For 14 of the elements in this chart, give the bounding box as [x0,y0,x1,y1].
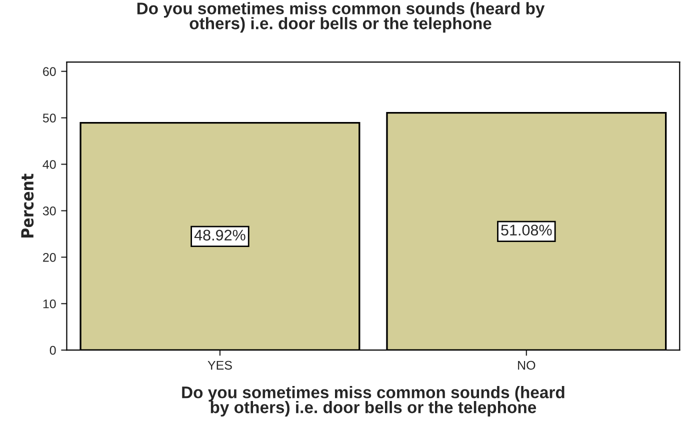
chart-title: Do you sometimes miss common sounds (heard by others) i.e. door bells or the telephone [137,2,545,33]
y-tick-label: 60 [43,67,56,76]
y-tick-label: 10 [43,299,56,308]
x-axis-title: Do you sometimes miss common sounds (heard by others) i.e. door bells or the telephone [182,386,564,417]
y-tick-label: 50 [42,114,56,122]
y-axis-title: Percent [21,174,34,238]
y-tick-label: 20 [43,252,56,262]
data-label: 48.92% [194,230,246,241]
data-label: 51.08% [501,224,552,236]
y-tick-label: 30 [42,206,56,216]
y-tick-label: 40 [42,160,56,169]
y-tick-label: 0 [50,346,56,355]
x-tick-label: NO [518,360,536,370]
x-tick-label: YES [208,360,232,370]
